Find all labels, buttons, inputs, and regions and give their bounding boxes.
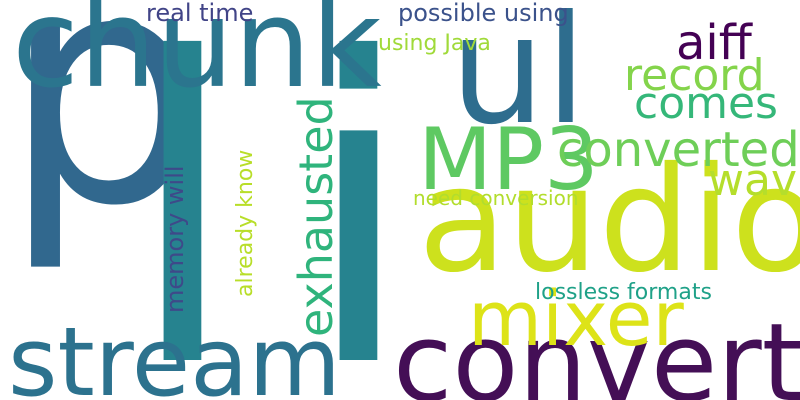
word-real-time: real time	[146, 0, 254, 27]
word-memory-will: memory will	[161, 165, 189, 313]
word-stream: stream	[8, 308, 341, 400]
word-lossless-formats: lossless formats	[535, 280, 712, 305]
word-aiff: aiff	[676, 15, 752, 71]
word-comes: comes	[634, 78, 778, 129]
word-converted: converted	[557, 122, 800, 178]
word-audio: audio	[418, 136, 800, 305]
word-exhausted: exhausted	[289, 96, 343, 337]
word-using-java: using Java	[378, 31, 491, 56]
word-chunk: chunk	[12, 0, 382, 115]
word-record: record	[624, 50, 765, 101]
word-wav: wav	[708, 155, 797, 206]
word-need-conversion: need conversion	[413, 186, 579, 210]
word-possible-using: possible using	[398, 0, 569, 27]
word-already-know: already know	[233, 149, 258, 297]
word-i: i	[300, 0, 417, 400]
word-mp3: MP3	[418, 110, 599, 210]
word-ul: ul	[450, 0, 587, 158]
word-p: p	[2, 0, 206, 276]
word-mixer: mixer	[468, 274, 684, 363]
word-l: l	[124, 0, 241, 400]
word-convert: convert	[393, 301, 800, 400]
